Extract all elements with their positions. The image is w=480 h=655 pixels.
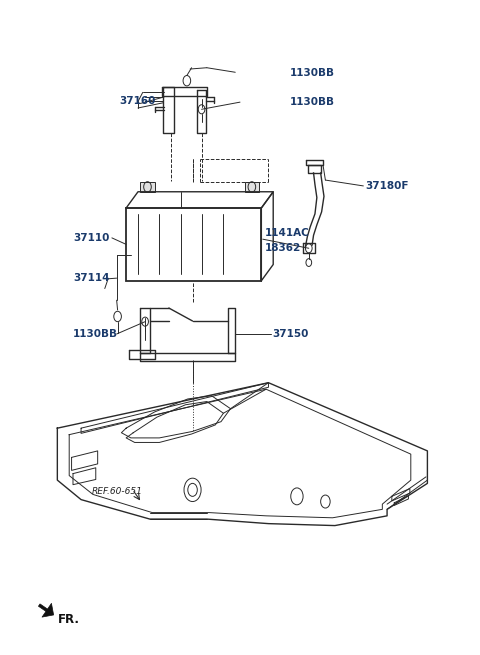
Text: 37114: 37114 [73, 273, 109, 283]
Text: 37110: 37110 [73, 233, 109, 243]
Text: 1130BB: 1130BB [290, 68, 335, 78]
Bar [126, 208, 261, 281]
Bar [245, 182, 259, 192]
Text: 1130BB: 1130BB [73, 329, 118, 339]
Text: 1141AC: 1141AC [264, 229, 310, 238]
Bar [140, 182, 155, 192]
Text: 37180F: 37180F [366, 181, 409, 191]
Text: 18362: 18362 [264, 243, 301, 253]
Text: 37150: 37150 [272, 329, 309, 339]
Text: 1130BB: 1130BB [290, 97, 335, 107]
Text: 37160: 37160 [119, 96, 156, 107]
Text: FR.: FR. [58, 613, 80, 626]
Text: REF.60-651: REF.60-651 [92, 487, 143, 496]
